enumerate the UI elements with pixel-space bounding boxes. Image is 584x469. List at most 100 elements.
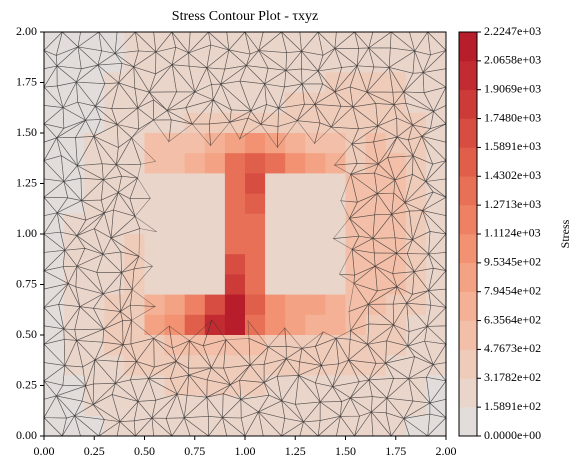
field-cell — [425, 254, 447, 275]
field-cell — [345, 173, 367, 195]
field-cell — [285, 274, 306, 296]
field-cell — [265, 173, 286, 195]
field-cell — [405, 32, 427, 53]
field-cell — [265, 314, 286, 336]
field-cell — [385, 314, 407, 336]
field-cell — [285, 133, 306, 154]
field-cell — [144, 335, 166, 356]
field-cell — [184, 254, 206, 275]
colorbar — [459, 32, 477, 437]
mesh-triangle — [277, 120, 299, 149]
field-cell — [224, 173, 246, 195]
field-cell — [44, 112, 65, 134]
field-cell — [345, 52, 367, 73]
field-cell — [325, 415, 346, 437]
field-cell — [285, 72, 306, 94]
mesh-triangle — [168, 119, 193, 143]
colorbar-level — [459, 320, 477, 350]
field-cell — [144, 294, 166, 316]
field-cell — [44, 213, 65, 235]
field-cell — [104, 335, 125, 356]
field-cell — [144, 72, 166, 94]
field-cell — [184, 173, 206, 195]
field-cell — [164, 213, 186, 235]
field-cell — [84, 314, 105, 336]
field-cell — [144, 314, 166, 336]
field-cell — [64, 274, 85, 296]
field-cell — [265, 72, 286, 94]
field-cell — [345, 234, 367, 255]
field-cell — [44, 234, 65, 255]
field-cell — [204, 173, 226, 195]
field-cell — [345, 335, 367, 356]
field-cell — [84, 173, 105, 195]
field-cell — [204, 153, 226, 174]
field-cell — [385, 153, 407, 174]
y-tick-label: 0.00 — [16, 428, 37, 442]
field-cell — [184, 213, 206, 235]
field-cell — [265, 415, 286, 437]
field-cell — [425, 72, 447, 94]
field-cell — [385, 72, 407, 94]
y-tick-label: 1.00 — [16, 226, 37, 240]
field-cell — [305, 415, 326, 437]
colorbar-tick-label: 2.2247e+03 — [484, 24, 541, 38]
field-cell — [64, 52, 85, 73]
field-cell — [265, 133, 286, 154]
colorbar-tick-label: 7.9454e+02 — [484, 283, 541, 297]
field-cell — [385, 355, 407, 376]
field-cell — [245, 52, 266, 73]
field-cell — [285, 234, 306, 255]
field-cell — [365, 92, 387, 114]
field-cell — [365, 294, 387, 316]
field-cell — [144, 355, 166, 376]
chart-title: Stress Contour Plot - τxyz — [172, 9, 318, 24]
field-cell — [385, 395, 407, 417]
field-cell — [84, 375, 105, 397]
field — [44, 32, 447, 437]
field-cell — [345, 274, 367, 296]
field-cell — [104, 72, 125, 94]
field-cell — [44, 254, 65, 275]
field-cell — [224, 92, 246, 114]
colorbar-label: Stress — [558, 219, 572, 248]
field-cell — [405, 234, 427, 255]
field-cell — [184, 92, 206, 114]
field-cell — [184, 32, 206, 53]
field-cell — [425, 294, 447, 316]
field-cell — [64, 112, 85, 134]
colorbar-level — [459, 118, 477, 148]
x-tick-label: 0.50 — [134, 444, 155, 458]
field-cell — [104, 32, 125, 53]
colorbar-tick-label: 1.5891e+03 — [484, 139, 541, 153]
field-cell — [124, 32, 145, 53]
field-cell — [124, 234, 145, 255]
field-cell — [144, 274, 166, 296]
field-cell — [164, 32, 186, 53]
field-cell — [144, 375, 166, 397]
y-tick-label: 0.75 — [16, 276, 37, 290]
field-cell — [285, 52, 306, 73]
field-cell — [325, 72, 346, 94]
field-cell — [44, 335, 65, 356]
field-cell — [224, 193, 246, 215]
field-cell — [265, 112, 286, 134]
field-cell — [84, 294, 105, 316]
field-cell — [285, 395, 306, 417]
field-cell — [245, 32, 266, 53]
field-cell — [164, 234, 186, 255]
field-cell — [325, 133, 346, 154]
field-cell — [164, 415, 186, 437]
field-cell — [164, 193, 186, 215]
field-cell — [425, 92, 447, 114]
field-cell — [84, 112, 105, 134]
field-cell — [305, 375, 326, 397]
field-cell — [184, 72, 206, 94]
field-cell — [84, 72, 105, 94]
field-cell — [64, 32, 85, 53]
field-cell — [204, 32, 226, 53]
field-cell — [224, 254, 246, 275]
field-cell — [305, 254, 326, 275]
field-cell — [265, 335, 286, 356]
colorbar-level — [459, 205, 477, 235]
